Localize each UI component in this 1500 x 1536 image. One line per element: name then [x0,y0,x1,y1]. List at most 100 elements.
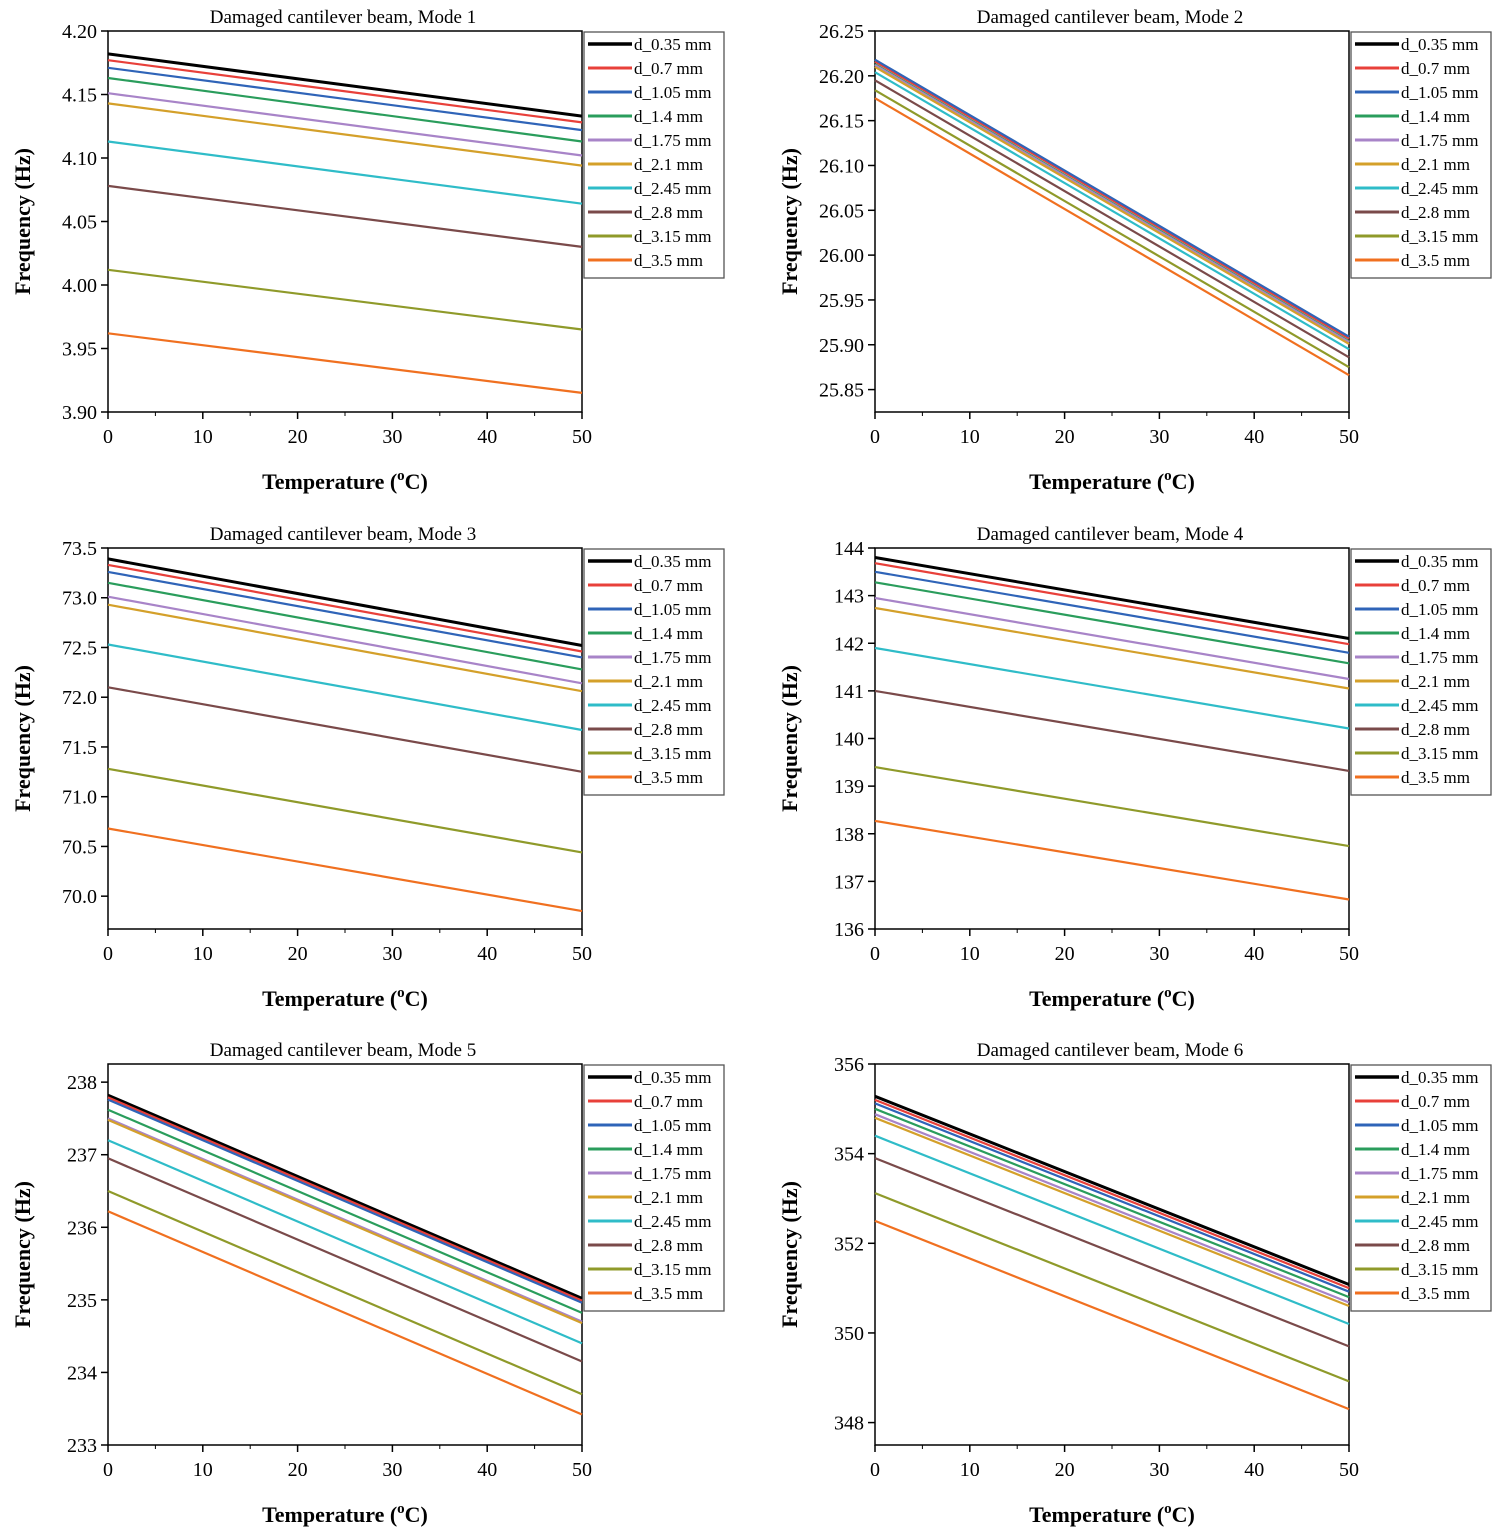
legend-label: d_0.7 mm [634,59,703,78]
x-tick-label: 0 [870,426,880,448]
legend-label: d_0.7 mm [1401,1092,1470,1111]
legend-label: d_2.8 mm [634,1236,703,1255]
chart-panel-6: Damaged cantilever beam, Mode 6 0 10 20 30 40… [777,1040,1492,1527]
series-line-d-3-5-mm [874,97,1350,377]
legend-label: d_0.7 mm [1401,59,1470,78]
y-tick-label: 350 [834,1323,864,1345]
legend-label: d_0.35 mm [634,552,711,571]
x-tick-label: 50 [1339,943,1359,965]
legend-label: d_2.45 mm [634,696,711,715]
legend-label: d_3.5 mm [1401,1284,1470,1303]
x-tick-label: 10 [193,1459,213,1481]
x-tick-label: 30 [1149,426,1169,448]
legend-label: d_3.15 mm [1401,1260,1478,1279]
x-tick-label: 30 [382,426,402,448]
legend-label: d_0.7 mm [634,1092,703,1111]
legend-label: d_1.75 mm [1401,648,1478,667]
y-tick-label: 138 [834,824,864,846]
legend-label: d_3.5 mm [634,251,703,270]
series-line-d-2-45-mm [874,1134,1350,1326]
legend-label: d_2.8 mm [634,720,703,739]
series-line-d-1-05-mm [107,570,583,659]
y-tick-label: 4.10 [62,148,97,170]
series-line-d-2-1-mm [874,606,1350,690]
plot-frame [107,1063,583,1446]
series-line-d-3-15-mm [107,767,583,854]
legend-label: d_2.8 mm [1401,203,1470,222]
series-line-d-1-75-mm [107,1117,583,1323]
plot-frame [107,547,583,930]
series-line-d-3-15-mm [874,1192,1350,1383]
y-tick-label: 26.25 [819,21,864,43]
series-line-d-2-8-mm [874,689,1350,772]
x-tick-label: 0 [103,943,113,965]
x-tick-label: 0 [103,426,113,448]
x-tick-label: 20 [288,1459,308,1481]
series-line-d-3-15-mm [107,268,583,331]
legend-label: d_1.4 mm [634,624,703,643]
y-tick-label: 26.05 [819,200,864,222]
x-tick-label: 30 [1149,943,1169,965]
series-line-d-0-7-mm [874,60,1350,340]
chart-title: Damaged cantilever beam, Mode 4 [977,524,1244,545]
legend-box [583,1064,725,1312]
series-line-d-0-35-mm [107,557,583,647]
x-tick-label: 20 [1055,426,1075,448]
chart-title: Damaged cantilever beam, Mode 6 [977,1040,1243,1061]
series-line-d-1-05-mm [874,570,1350,654]
series-line-d-1-4-mm [107,76,583,143]
legend-label: d_3.15 mm [1401,744,1478,763]
legend-label: d_1.75 mm [1401,131,1478,150]
x-tick-label: 0 [870,943,880,965]
y-axis-label: Frequency (Hz) [10,665,35,812]
y-tick-label: 234 [67,1362,97,1384]
y-tick-label: 139 [834,776,864,798]
x-axis-label: Temperature (oC) [262,468,428,494]
x-tick-label: 0 [870,1459,880,1481]
series-line-d-3-5-mm [107,827,583,913]
x-tick-label: 40 [477,1459,497,1481]
y-tick-label: 235 [67,1290,97,1312]
x-tick-label: 10 [960,943,980,965]
series-line-d-2-1-mm [874,1116,1350,1308]
legend-label: d_0.35 mm [1401,1068,1478,1087]
legend-label: d_2.8 mm [1401,720,1470,739]
y-tick-label: 348 [834,1413,864,1435]
x-tick-label: 50 [1339,1459,1359,1481]
series-line-d-1-75-mm [874,1113,1350,1304]
legend-label: d_2.1 mm [1401,1188,1470,1207]
y-tick-label: 26.20 [819,66,864,88]
legend-label: d_2.45 mm [1401,696,1478,715]
x-tick-label: 40 [1244,1459,1264,1481]
y-tick-label: 236 [67,1217,97,1239]
legend-label: d_0.35 mm [634,1068,711,1087]
legend: d_0.35 mm d_0.7 mm d_1.05 mm d_1.4 mm d_1.75… [1350,548,1492,796]
legend-label: d_1.05 mm [634,83,711,102]
legend: d_0.35 mm d_0.7 mm d_1.05 mm d_1.4 mm d_1.75… [583,548,725,796]
plot-frame [874,547,1350,930]
y-tick-label: 356 [834,1054,864,1076]
x-tick-label: 10 [960,1459,980,1481]
x-tick-label: 20 [288,943,308,965]
series-line-d-1-75-mm [107,92,583,157]
legend-label: d_3.15 mm [1401,227,1478,246]
legend-label: d_2.45 mm [1401,1212,1478,1231]
y-axis-label: Frequency (Hz) [777,1181,802,1328]
series-line-d-3-5-mm [107,1210,583,1416]
legend-label: d_0.7 mm [1401,576,1470,595]
series-line-d-3-15-mm [874,766,1350,848]
series-line-d-1-75-mm [107,595,583,685]
series-line-d-1-4-mm [107,1108,583,1314]
series-line-d-2-45-mm [107,140,583,205]
legend-label: d_3.5 mm [1401,251,1470,270]
y-tick-label: 25.90 [819,335,864,357]
legend-label: d_1.05 mm [634,1116,711,1135]
chart-panel-5: Damaged cantilever beam, Mode 5 0 10 20 30 40… [10,1040,725,1527]
series-line-d-1-4-mm [874,1107,1350,1299]
series-line-d-2-1-mm [107,603,583,693]
legend-label: d_1.4 mm [634,1140,703,1159]
y-tick-label: 4.00 [62,275,97,297]
series-line-d-2-8-mm [874,79,1350,359]
y-axis-label: Frequency (Hz) [777,148,802,295]
